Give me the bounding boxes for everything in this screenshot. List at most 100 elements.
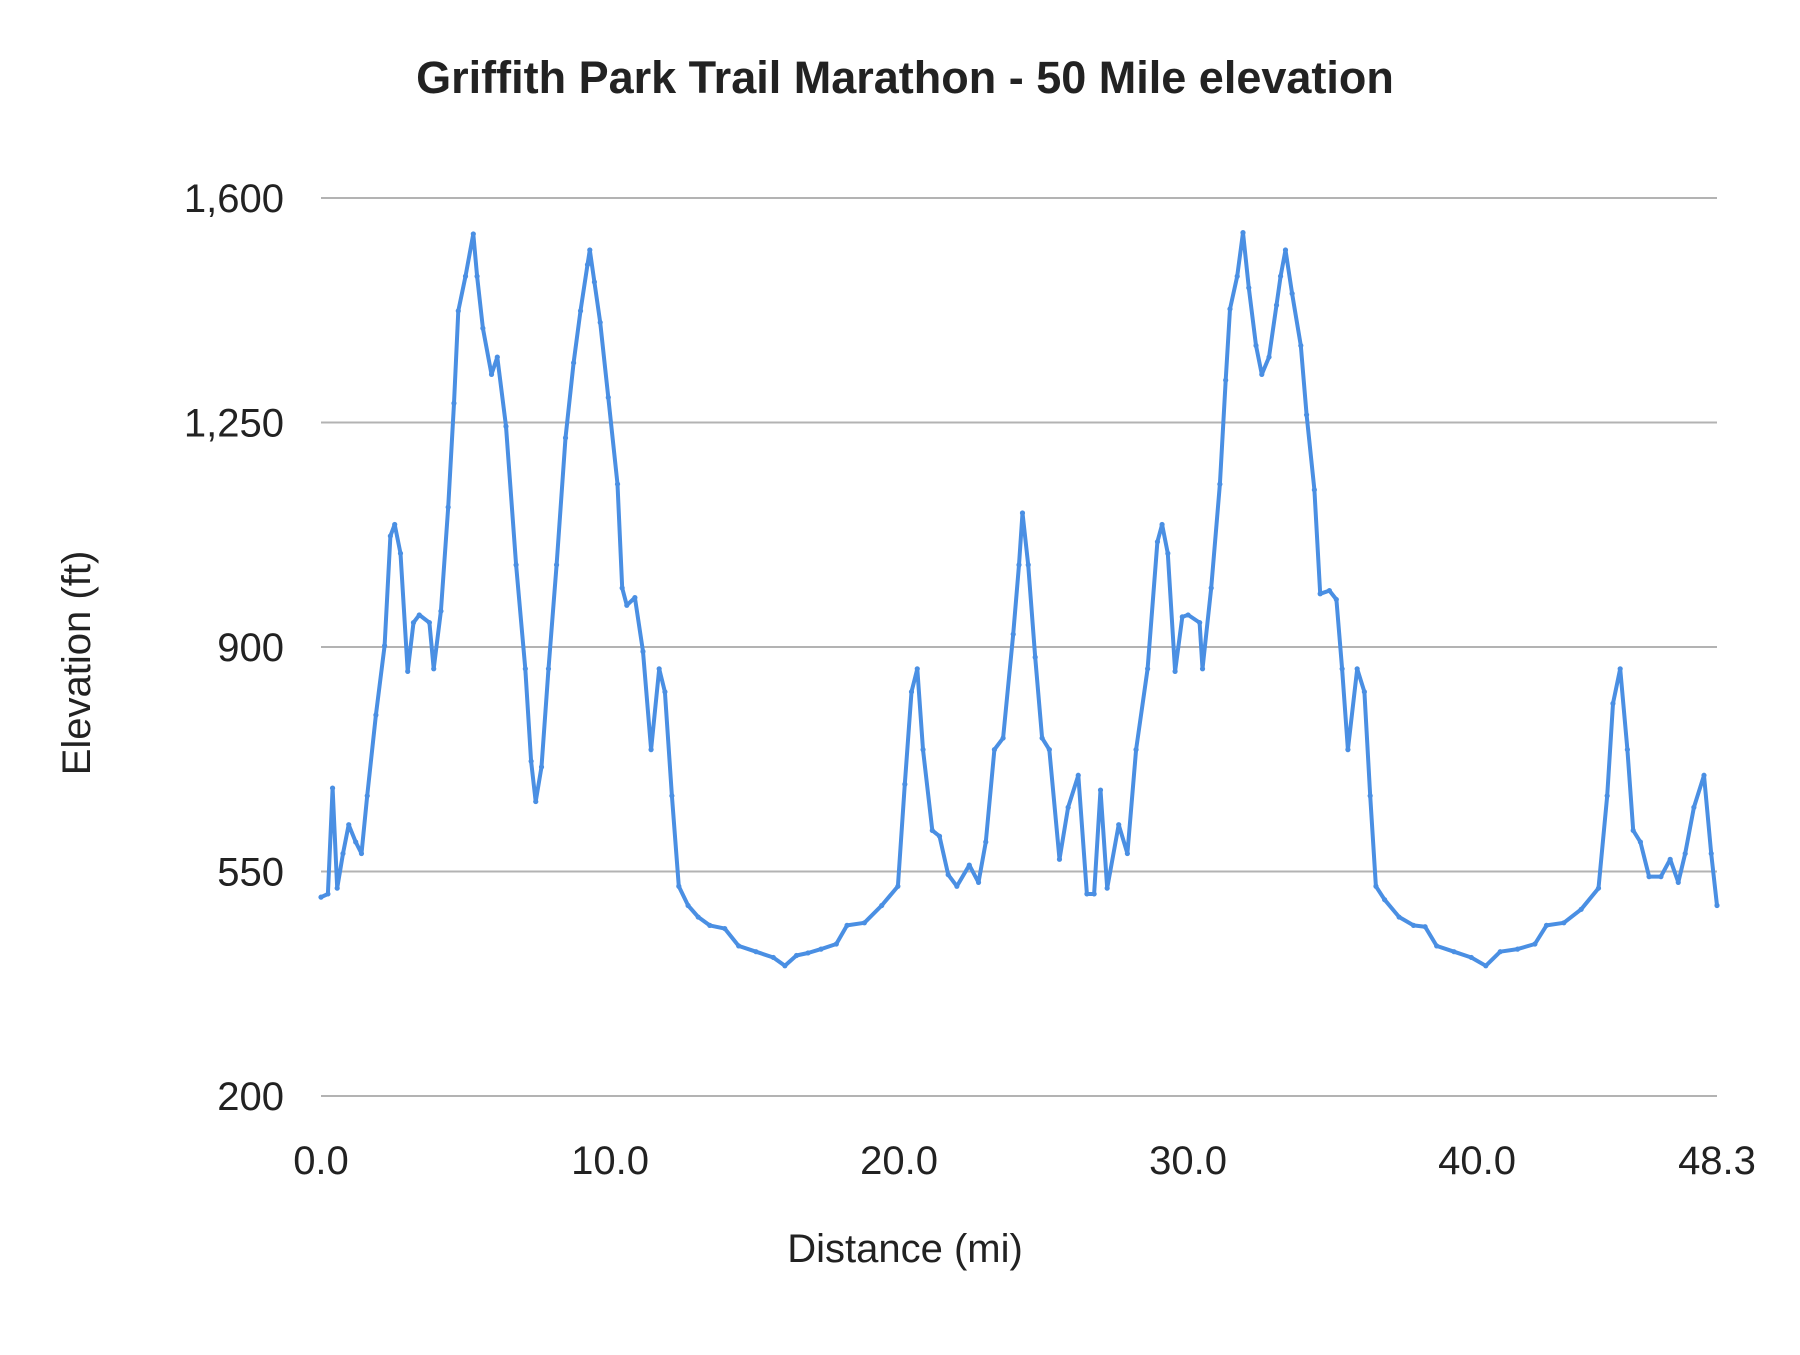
data-point [605, 394, 611, 401]
y-tick-label: 550 [217, 851, 284, 895]
data-point [1179, 614, 1185, 620]
data-point [1595, 885, 1602, 891]
data-point [431, 666, 437, 672]
data-point [1084, 891, 1090, 897]
data-point [533, 798, 539, 805]
data-point [818, 946, 824, 952]
data-point [966, 862, 972, 868]
gridlines [321, 197, 1717, 1097]
y-axis-title: Elevation (ft) [55, 551, 99, 776]
data-point [1514, 946, 1521, 952]
x-tick-label: 30.0 [1149, 1139, 1227, 1183]
data-point [1382, 897, 1388, 903]
data-point [562, 435, 569, 441]
data-point [1333, 596, 1339, 603]
data-point [1658, 874, 1664, 880]
x-tick-label: 48.3 [1678, 1139, 1756, 1183]
data-point [1116, 822, 1122, 828]
data-point [1691, 804, 1697, 810]
data-point [1361, 689, 1367, 695]
data-point [410, 620, 417, 626]
x-axis-title: Distance (mi) [787, 1227, 1023, 1271]
data-point [455, 308, 461, 314]
data-point [640, 648, 646, 655]
data-point [983, 839, 989, 845]
data-point [624, 602, 630, 608]
data-point [387, 533, 393, 539]
x-tick-label: 10.0 [571, 1139, 649, 1183]
data-point [1159, 521, 1165, 528]
data-point [695, 914, 701, 920]
data-point [1019, 510, 1026, 516]
data-point [1373, 883, 1379, 889]
y-tick-label: 200 [217, 1075, 284, 1119]
data-point [619, 585, 625, 591]
data-point [1223, 377, 1229, 383]
data-point [1246, 285, 1252, 291]
data-point [1624, 747, 1631, 753]
data-point [793, 952, 800, 959]
data-point [1667, 856, 1673, 862]
data-point [325, 891, 331, 897]
y-tick-label: 1,600 [184, 177, 284, 221]
elevation-line [320, 230, 1719, 968]
data-point [1056, 856, 1063, 862]
data-point [397, 550, 404, 556]
data-point [1578, 906, 1584, 912]
data-point [895, 883, 901, 889]
data-point [1133, 747, 1139, 753]
data-point [1345, 747, 1351, 753]
data-point [614, 481, 621, 487]
data-point [782, 963, 788, 969]
data-point [1303, 412, 1310, 418]
data-point [707, 922, 713, 928]
data-point [392, 521, 398, 528]
data-point [1046, 747, 1052, 753]
data-point [1282, 247, 1289, 253]
data-point [364, 793, 370, 799]
data-point [1396, 914, 1402, 920]
data-point [722, 925, 728, 932]
data-point [522, 666, 528, 672]
data-point [1032, 654, 1038, 660]
data-point [329, 785, 336, 791]
data-point [426, 620, 432, 626]
data-point [1483, 963, 1489, 969]
data-point [1277, 273, 1284, 279]
data-point [571, 360, 577, 366]
data-point [1097, 787, 1104, 793]
data-point [1630, 827, 1636, 834]
x-tick-label: 40.0 [1438, 1139, 1516, 1183]
y-tick-label: 900 [217, 626, 284, 670]
data-point [908, 689, 915, 695]
data-point [1124, 850, 1130, 857]
data-point [474, 273, 480, 279]
data-point [1145, 666, 1151, 672]
data-point [1010, 631, 1016, 637]
data-point [318, 894, 324, 900]
x-tick-label: 0.0 [293, 1139, 349, 1183]
data-point [1227, 306, 1233, 312]
data-point [1154, 539, 1161, 545]
data-point [1000, 735, 1006, 741]
data-point [1075, 772, 1081, 778]
chart-title: Griffith Park Trail Marathon - 50 Mile e… [416, 52, 1394, 103]
series-elevation [318, 230, 1720, 969]
data-point [1240, 230, 1246, 236]
data-point [1039, 735, 1045, 741]
data-point [1410, 922, 1417, 928]
data-point [844, 922, 850, 928]
data-point [1311, 487, 1317, 493]
data-point [577, 308, 584, 314]
data-point [438, 608, 444, 614]
data-point [861, 920, 867, 926]
x-tick-label: 20.0 [860, 1139, 938, 1183]
data-point [1317, 591, 1323, 597]
y-axis-ticks: 200 550 900 1,250 1,600 [184, 177, 284, 1119]
data-point [591, 279, 598, 285]
data-point [553, 562, 560, 568]
data-point [632, 595, 638, 601]
data-point [991, 747, 998, 753]
data-point [1451, 949, 1457, 955]
data-point [936, 833, 943, 839]
